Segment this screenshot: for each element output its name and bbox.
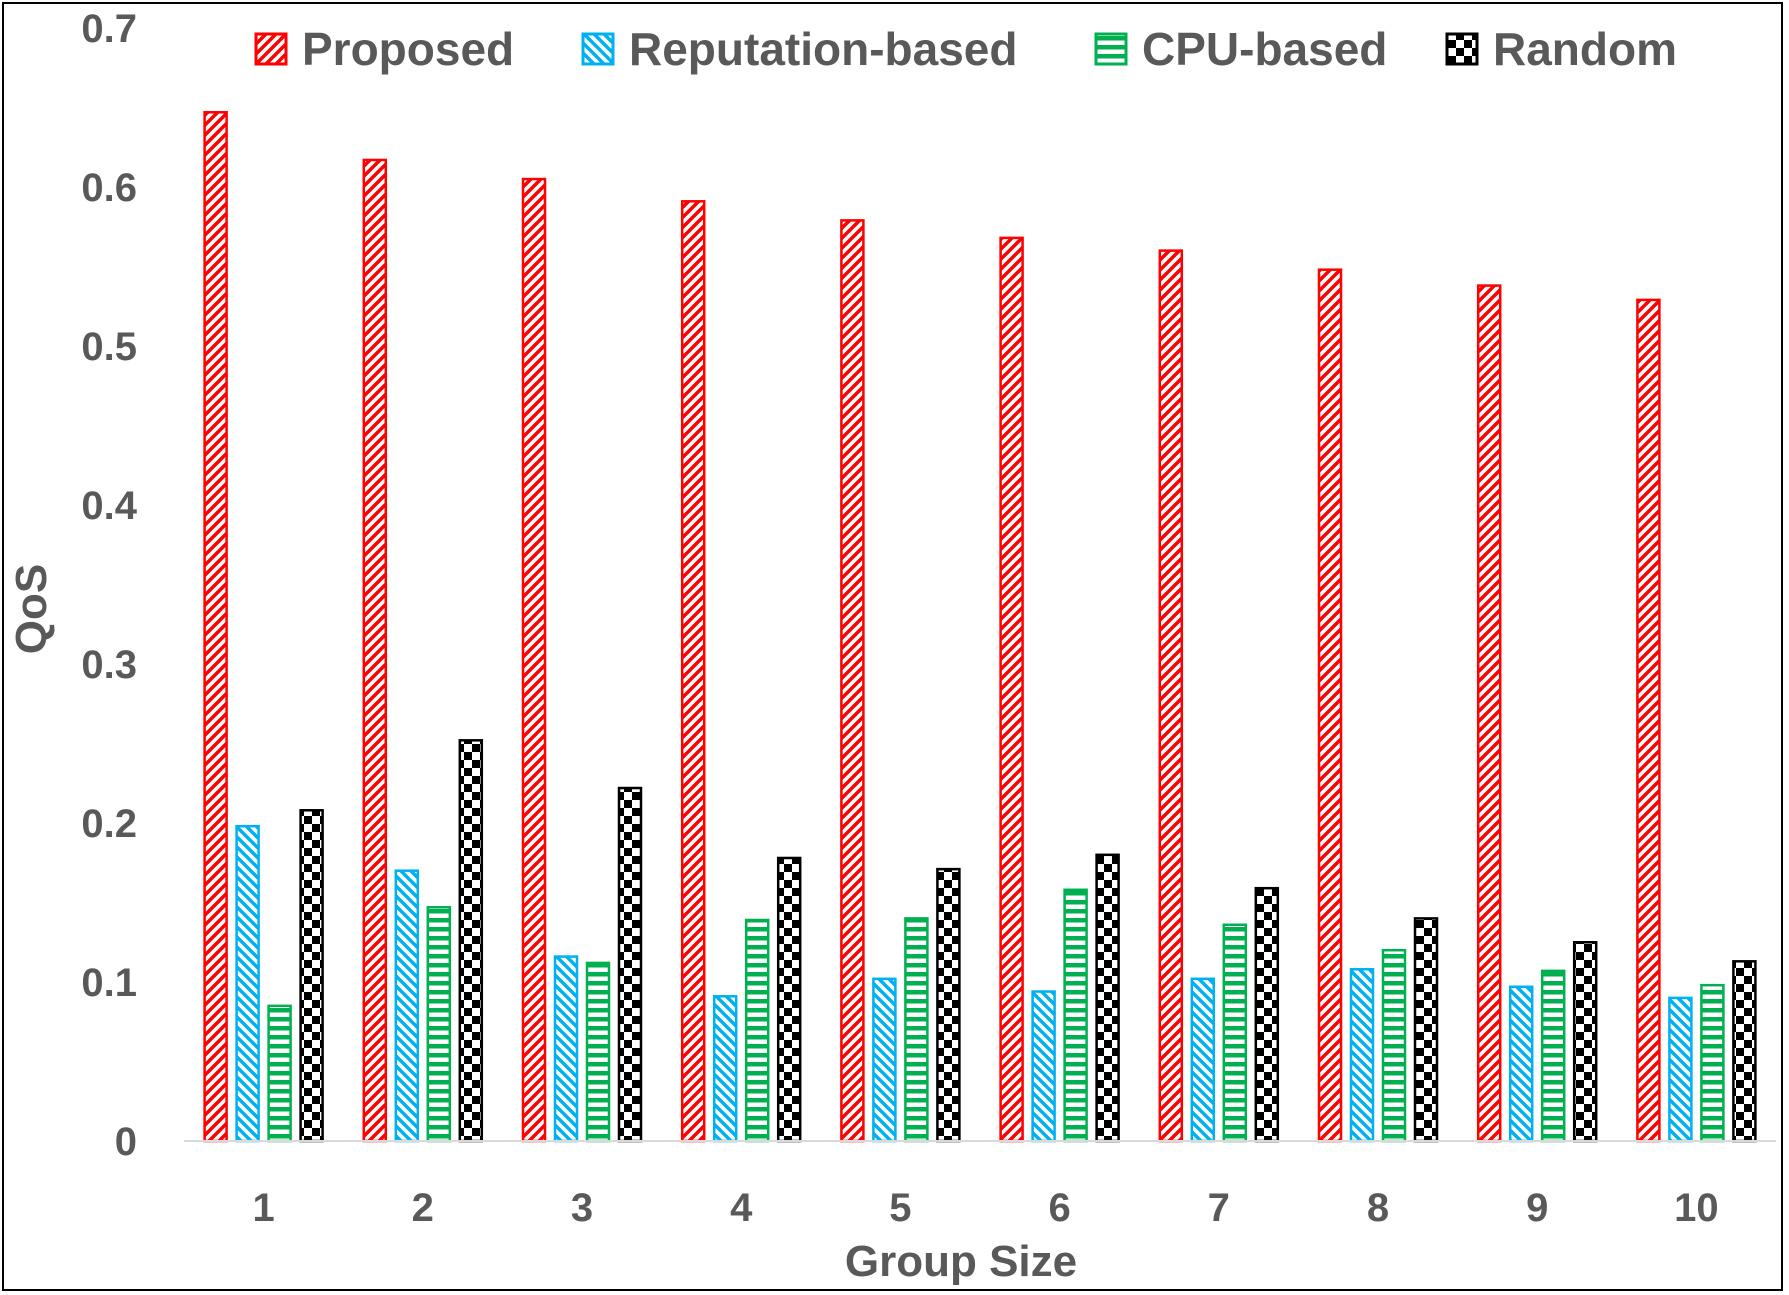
y-tick-label: 0.2: [81, 802, 137, 846]
bar-reputation-based-6: [1031, 990, 1056, 1143]
bar-proposed-8: [1317, 268, 1343, 1143]
bar-random-2: [458, 739, 484, 1143]
bar-random-3: [617, 786, 643, 1143]
bar-random-5: [936, 867, 961, 1143]
x-tick-label: 10: [1674, 1186, 1719, 1230]
legend-label: Proposed: [302, 23, 514, 75]
bar-proposed-6: [999, 236, 1024, 1143]
bar-cpu-based-1: [267, 1004, 292, 1143]
x-tick-label: 1: [252, 1186, 274, 1230]
bar-proposed-10: [1636, 298, 1661, 1143]
y-tick-label: 0.5: [81, 325, 137, 369]
bar-proposed-5: [840, 219, 865, 1143]
y-tick-label: 0.4: [81, 484, 137, 528]
x-tick-label: 9: [1526, 1186, 1548, 1230]
y-tick-label: 0.3: [81, 643, 137, 687]
bar-cpu-based-7: [1222, 923, 1248, 1143]
x-tick-label: 3: [571, 1186, 593, 1230]
bar-reputation-based-8: [1349, 968, 1375, 1143]
y-tick-label: 0.7: [81, 7, 137, 51]
bar-cpu-based-4: [744, 918, 770, 1143]
bar-reputation-based-3: [553, 955, 579, 1143]
x-tick-label: 8: [1367, 1186, 1389, 1230]
x-tick-label: 5: [889, 1186, 911, 1230]
bar-cpu-based-2: [426, 906, 452, 1143]
bar-cpu-based-3: [585, 961, 611, 1143]
bar-reputation-based-5: [872, 977, 897, 1143]
legend-swatch-reputation-based: [581, 32, 615, 66]
x-tick-label: 7: [1208, 1186, 1230, 1230]
bar-reputation-based-2: [394, 869, 420, 1143]
bar-random-4: [776, 856, 802, 1143]
legend-swatch-cpu-based: [1094, 32, 1128, 66]
bar-proposed-9: [1476, 284, 1502, 1143]
bar-cpu-based-5: [904, 917, 929, 1143]
bar-cpu-based-9: [1540, 969, 1566, 1143]
bar-random-9: [1572, 941, 1598, 1143]
y-tick-label: 0: [115, 1120, 137, 1164]
bar-random-6: [1095, 853, 1120, 1143]
bar-reputation-based-7: [1190, 977, 1216, 1143]
bar-random-1: [299, 809, 324, 1143]
x-tick-label: 4: [730, 1186, 753, 1230]
bar-cpu-based-8: [1381, 948, 1407, 1143]
bar-cpu-based-10: [1700, 983, 1725, 1143]
y-tick-label: 0.6: [81, 166, 137, 210]
legend-swatch-proposed: [254, 32, 288, 66]
bar-reputation-based-9: [1508, 985, 1534, 1143]
y-axis: 0 0.1 0.2 0.3 0.4 0.5 0.6 0.7: [81, 7, 137, 1164]
bars: [203, 111, 1757, 1143]
bar-reputation-based-4: [712, 995, 738, 1143]
bar-random-10: [1732, 960, 1757, 1143]
x-tick-label: 2: [412, 1186, 434, 1230]
x-axis: 1 2 3 4 5 6 7 8 9 10: [252, 1186, 1718, 1230]
bar-proposed-4: [680, 200, 706, 1143]
bar-proposed-3: [521, 177, 547, 1143]
legend-label: Reputation-based: [629, 23, 1017, 75]
bar-reputation-based-1: [235, 824, 260, 1143]
bar-reputation-based-10: [1668, 996, 1693, 1143]
bar-proposed-7: [1158, 249, 1184, 1143]
bar-proposed-1: [203, 111, 228, 1143]
bar-random-7: [1254, 886, 1280, 1143]
legend-swatch-random: [1445, 32, 1479, 66]
x-axis-title: Group Size: [845, 1237, 1077, 1286]
legend-label: CPU-based: [1142, 23, 1387, 75]
bar-cpu-based-6: [1063, 888, 1088, 1143]
y-axis-title: QoS: [7, 564, 56, 654]
y-tick-label: 0.1: [81, 961, 137, 1005]
legend: Proposed Reputation-based CPU-based Random: [254, 23, 1677, 75]
legend-label: Random: [1493, 23, 1677, 75]
bar-random-8: [1413, 917, 1439, 1143]
bar-proposed-2: [362, 158, 388, 1143]
x-tick-label: 6: [1048, 1186, 1070, 1230]
